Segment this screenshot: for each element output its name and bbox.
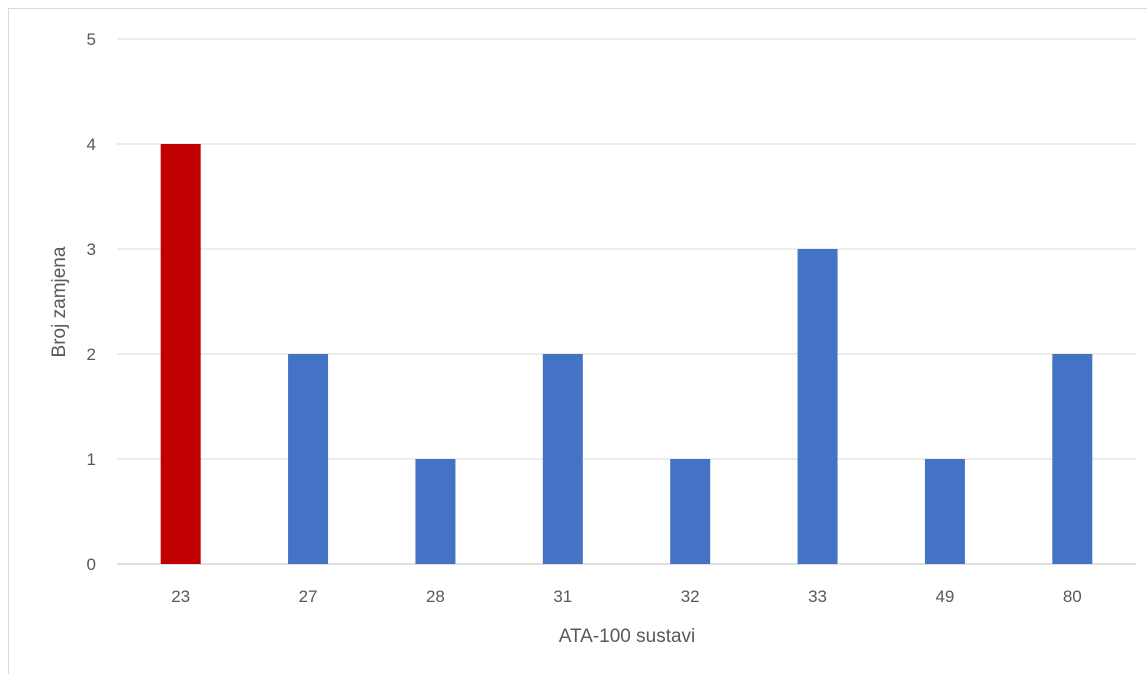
bar-23	[160, 144, 201, 564]
bar-28	[415, 459, 456, 564]
x-tick-label: 49	[935, 587, 954, 606]
y-tick-labels: 0 1 2 3 4 5	[87, 30, 96, 574]
x-tick-label: 28	[426, 587, 445, 606]
bars	[160, 144, 1093, 564]
y-axis-title: Broj zamjena	[49, 246, 70, 357]
y-tick-label: 4	[87, 135, 96, 154]
bar-80	[1052, 354, 1093, 564]
x-tick-label: 80	[1063, 587, 1082, 606]
y-tick-label: 0	[87, 555, 96, 574]
bar-31	[542, 354, 583, 564]
x-axis-title: ATA-100 sustavi	[559, 626, 696, 647]
y-tick-label: 3	[87, 240, 96, 259]
bar-32	[670, 459, 711, 564]
bar-49	[924, 459, 965, 564]
y-tick-label: 5	[87, 30, 96, 49]
x-tick-label: 23	[171, 587, 190, 606]
x-tick-label: 33	[808, 587, 827, 606]
gridlines	[117, 38, 1136, 565]
x-tick-labels: 23 27 28 31 32 33 49 80	[171, 587, 1082, 606]
bar-33	[797, 249, 838, 564]
x-tick-label: 31	[553, 587, 572, 606]
y-tick-label: 1	[87, 450, 96, 469]
chart-frame	[8, 8, 1147, 674]
x-tick-label: 32	[681, 587, 700, 606]
y-tick-label: 2	[87, 345, 96, 364]
x-tick-label: 27	[299, 587, 318, 606]
bar-27	[288, 354, 329, 564]
